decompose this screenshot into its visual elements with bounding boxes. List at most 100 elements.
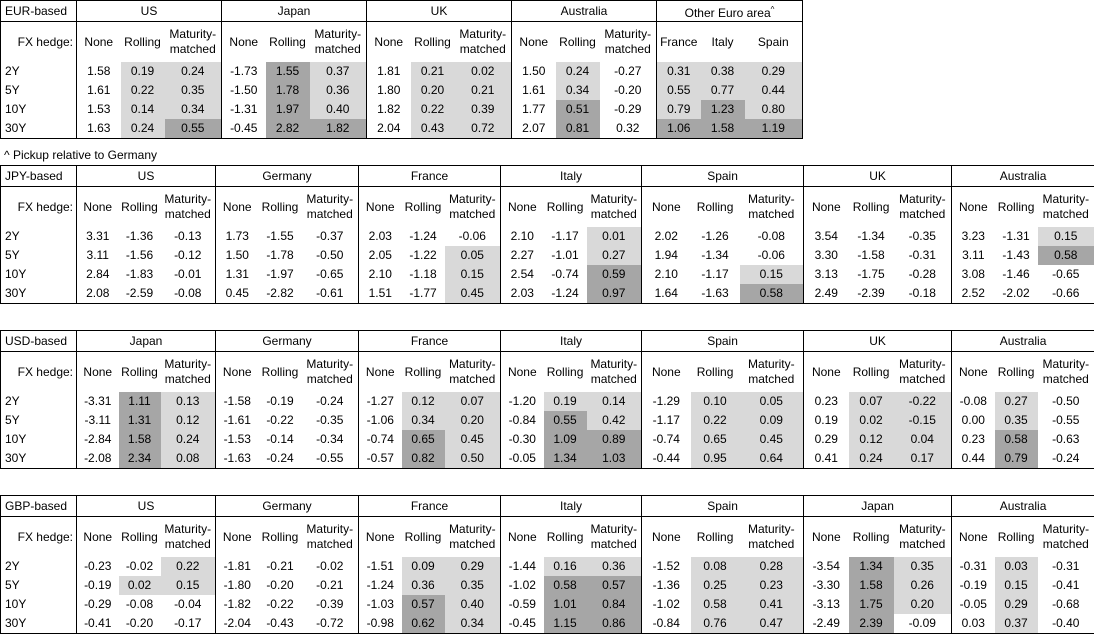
value-cell: -1.83 xyxy=(125,267,154,281)
group-name: Australia xyxy=(999,333,1047,348)
value-cell: 0.21 xyxy=(410,62,455,81)
column-header: Rolling xyxy=(696,364,734,379)
column-header: Maturity- matched xyxy=(604,27,652,56)
value-cell: 0.65 xyxy=(690,430,740,449)
value-cell: -0.06 xyxy=(757,248,785,262)
value-cell: 0.41 xyxy=(739,595,804,614)
column-header-row: FX hedge: None Rolling Maturity- matched Non… xyxy=(1,351,1094,392)
base-label: JPY-based xyxy=(0,165,77,187)
value-cell: 1.58 xyxy=(700,119,745,139)
column-header: None xyxy=(951,516,995,557)
value-cell: 0.65 xyxy=(401,430,445,449)
value-cell: -0.29 xyxy=(76,595,119,614)
value-cell: 0.42 xyxy=(586,411,642,430)
value-cell: -1.24 xyxy=(409,229,437,243)
value-cell: -1.53 xyxy=(215,430,259,449)
data-row: 5Y -0.19 0.02 0.15 -1.80 -0.20 -0.21 -1.24 0.36 0… xyxy=(1,576,1094,595)
group-header: US xyxy=(76,495,216,517)
value-cell: -2.08 xyxy=(76,449,119,469)
value-cell: -3.54 xyxy=(803,557,849,576)
value-cell: -0.28 xyxy=(908,267,936,281)
value-cell: 3.11 xyxy=(951,246,995,265)
value-cell: 0.34 xyxy=(555,81,600,100)
value-cell: 2.39 xyxy=(848,614,894,634)
row-label: 2Y xyxy=(5,394,20,408)
value-cell: -0.31 xyxy=(908,248,936,262)
value-cell: -2.39 xyxy=(857,286,885,300)
value-cell: 0.09 xyxy=(401,557,445,576)
value-cell: 1.97 xyxy=(265,100,310,119)
value-cell: 0.15 xyxy=(160,576,216,595)
value-cell: -0.61 xyxy=(316,286,344,300)
column-header: Maturity- matched xyxy=(306,192,354,221)
value-cell: 1.01 xyxy=(543,595,587,614)
value-cell: 3.11 xyxy=(76,246,119,265)
value-cell: -1.20 xyxy=(500,392,544,411)
group-name: France xyxy=(410,168,449,183)
value-cell: 0.50 xyxy=(444,449,501,469)
value-cell: 3.54 xyxy=(803,227,849,246)
column-header: Rolling xyxy=(546,529,584,544)
value-cell: 0.51 xyxy=(555,100,600,119)
value-cell: 1.64 xyxy=(641,284,691,304)
value-cell: -1.81 xyxy=(215,557,259,576)
column-header: Rolling xyxy=(124,34,161,49)
value-cell: 0.13 xyxy=(160,392,216,411)
value-cell: 0.28 xyxy=(739,557,804,576)
value-cell: -0.45 xyxy=(500,614,544,634)
value-cell: -1.06 xyxy=(358,411,402,430)
row-label: 10Y xyxy=(5,267,27,281)
value-cell: 2.02 xyxy=(641,227,691,246)
fx-hedge-label: FX hedge: xyxy=(17,199,73,214)
value-cell: 0.81 xyxy=(555,119,600,139)
value-cell: -1.17 xyxy=(551,229,579,243)
value-cell: 0.45 xyxy=(444,430,501,449)
value-cell: -0.22 xyxy=(893,392,952,411)
value-cell: -0.19 xyxy=(76,576,119,595)
data-table: JPY-based US Germany France Italy Spain UK Aust… xyxy=(0,165,1094,304)
value-cell: 0.14 xyxy=(586,392,642,411)
value-cell: 1.81 xyxy=(366,62,411,81)
value-cell: 0.72 xyxy=(454,119,512,139)
column-header-row: FX hedge: None Rolling Maturity- matched Non… xyxy=(1,186,1094,227)
row-label: 30Y xyxy=(5,286,27,300)
value-cell: -0.20 xyxy=(614,83,642,97)
group-header: Japan xyxy=(76,330,216,352)
value-cell: -0.02 xyxy=(125,559,154,573)
value-cell: 0.79 xyxy=(656,100,701,119)
data-row: 2Y -3.31 1.11 0.13 -1.58 -0.19 -0.24 -1.27 0.12 0… xyxy=(1,392,1094,411)
value-cell: 0.23 xyxy=(739,576,804,595)
group-name: US xyxy=(140,3,158,18)
value-cell: 0.08 xyxy=(160,449,216,469)
value-cell: 0.77 xyxy=(700,81,745,100)
value-cell: 0.34 xyxy=(444,614,501,634)
group-name: UK xyxy=(869,333,886,348)
value-cell: -0.84 xyxy=(641,614,691,634)
value-cell: 0.23 xyxy=(803,392,849,411)
value-cell: 1.09 xyxy=(543,430,587,449)
value-cell: 0.26 xyxy=(893,576,952,595)
value-cell: 0.24 xyxy=(160,430,216,449)
value-cell: 2.52 xyxy=(951,284,995,304)
column-header: Maturity- matched xyxy=(747,522,795,551)
value-cell: -1.63 xyxy=(215,449,259,469)
column-header: None xyxy=(951,186,995,227)
value-cell: 0.31 xyxy=(656,62,701,81)
value-cell: -1.44 xyxy=(500,557,544,576)
column-header: Maturity- matched xyxy=(590,522,638,551)
data-row: 10Y 1.53 0.14 0.34 -1.31 1.97 0.40 1.82 0.22 0.39… xyxy=(1,100,803,119)
column-header: Rolling xyxy=(852,199,890,214)
column-header: France xyxy=(656,21,701,62)
value-cell: 0.24 xyxy=(120,119,165,139)
value-cell: -0.63 xyxy=(1052,432,1080,446)
value-cell: 0.79 xyxy=(994,449,1038,469)
column-header: Rolling xyxy=(414,34,451,49)
value-cell: 0.19 xyxy=(543,392,587,411)
group-note: ^ xyxy=(770,4,775,14)
value-cell: 0.97 xyxy=(586,284,642,304)
row-label: 2Y xyxy=(5,559,20,573)
row-label: 5Y xyxy=(5,578,20,592)
value-cell: 0.40 xyxy=(309,100,367,119)
column-header: Spain xyxy=(757,34,789,49)
value-cell: 0.01 xyxy=(586,227,642,246)
